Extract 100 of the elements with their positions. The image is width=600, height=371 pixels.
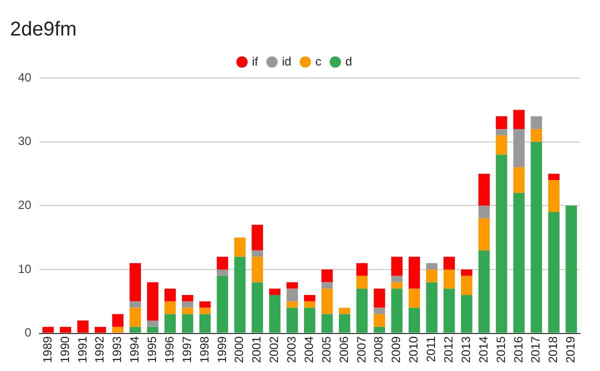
x-tick-label: 2019 xyxy=(564,336,578,364)
x-tick-label: 2001 xyxy=(250,336,264,364)
bar xyxy=(408,308,420,333)
bar xyxy=(147,326,158,333)
x-tick-label: 1997 xyxy=(180,336,194,364)
bar xyxy=(234,256,246,333)
bar xyxy=(513,129,525,168)
bar xyxy=(374,308,386,314)
bar xyxy=(566,206,577,333)
bar xyxy=(426,269,438,282)
x-tick-label: 1993 xyxy=(110,336,124,364)
x-tick-label: 1989 xyxy=(40,336,54,364)
bar xyxy=(548,212,560,333)
bar xyxy=(356,276,368,289)
bar xyxy=(164,314,176,333)
bar xyxy=(374,288,386,308)
x-tick-label: 2004 xyxy=(302,336,316,364)
bar xyxy=(513,110,525,130)
x-tick-label: 1994 xyxy=(128,336,142,364)
bar xyxy=(478,218,490,250)
bar xyxy=(286,282,298,289)
bar xyxy=(426,282,438,333)
bar xyxy=(444,269,455,289)
bar xyxy=(321,314,333,333)
bar xyxy=(321,269,333,282)
bar xyxy=(252,250,264,257)
bar xyxy=(460,276,472,296)
x-tick-label: 2002 xyxy=(267,336,282,364)
bar xyxy=(199,308,211,314)
bar xyxy=(444,288,455,333)
x-tick-label: 2013 xyxy=(458,336,473,364)
bar xyxy=(374,326,386,333)
bar xyxy=(269,288,280,296)
bar xyxy=(234,238,246,257)
bar xyxy=(130,301,141,308)
bar xyxy=(182,314,194,333)
x-tick-label: 1999 xyxy=(214,336,229,364)
bar xyxy=(391,288,403,333)
legend-label: d xyxy=(345,54,352,68)
y-tick-label: 0 xyxy=(24,326,32,340)
bar xyxy=(252,224,264,250)
bar xyxy=(182,308,194,314)
bar xyxy=(391,282,403,289)
x-tick-label: 2012 xyxy=(442,336,456,364)
x-tick-label: 1998 xyxy=(197,336,212,364)
bar xyxy=(548,174,560,180)
bar xyxy=(530,116,542,130)
bar xyxy=(112,314,124,327)
bar xyxy=(130,308,141,327)
bar xyxy=(321,288,333,314)
x-tick-label: 2003 xyxy=(284,336,299,364)
bar xyxy=(408,288,420,308)
bar xyxy=(338,314,350,333)
bar xyxy=(60,326,72,333)
x-tick-label: 2007 xyxy=(354,336,368,364)
bar xyxy=(356,288,368,333)
bar xyxy=(182,295,194,302)
bar xyxy=(513,167,525,193)
bar xyxy=(374,314,386,327)
bar xyxy=(216,276,228,333)
bar xyxy=(478,206,490,218)
x-tick-label: 2015 xyxy=(494,336,508,364)
bar xyxy=(304,295,316,302)
legend-label: id xyxy=(282,54,292,68)
x-tick-label: 2005 xyxy=(319,336,334,364)
bar xyxy=(548,180,560,212)
bar xyxy=(426,263,438,270)
bar xyxy=(147,320,158,327)
bar xyxy=(496,129,508,136)
bar xyxy=(338,308,350,314)
bar xyxy=(408,256,420,289)
x-tick-label: 1991 xyxy=(75,336,90,364)
bar xyxy=(496,154,508,333)
y-tick-label: 30 xyxy=(18,134,32,148)
bar xyxy=(269,295,280,333)
bar xyxy=(164,288,176,302)
legend-label: c xyxy=(315,54,322,68)
x-tick-label: 1995 xyxy=(145,336,160,364)
bar xyxy=(199,301,211,308)
bar xyxy=(182,301,194,308)
bar xyxy=(444,256,455,270)
bar xyxy=(42,326,54,333)
x-tick-label: 2010 xyxy=(406,336,421,364)
bar xyxy=(513,192,525,333)
bar xyxy=(164,301,176,314)
bar xyxy=(460,269,472,276)
x-tick-label: 1990 xyxy=(58,336,72,364)
x-tick-label: 2011 xyxy=(424,336,438,362)
x-tick-label: 2008 xyxy=(372,336,386,364)
bar xyxy=(496,116,508,130)
bar xyxy=(530,129,542,142)
x-tick-label: 2014 xyxy=(476,336,490,364)
bar xyxy=(94,326,106,333)
bar xyxy=(130,326,141,333)
bar xyxy=(130,263,141,302)
x-tick-label: 2000 xyxy=(232,336,246,364)
y-tick-label: 40 xyxy=(18,70,32,84)
bar xyxy=(199,314,211,333)
bar xyxy=(391,276,403,282)
bar xyxy=(496,135,508,155)
